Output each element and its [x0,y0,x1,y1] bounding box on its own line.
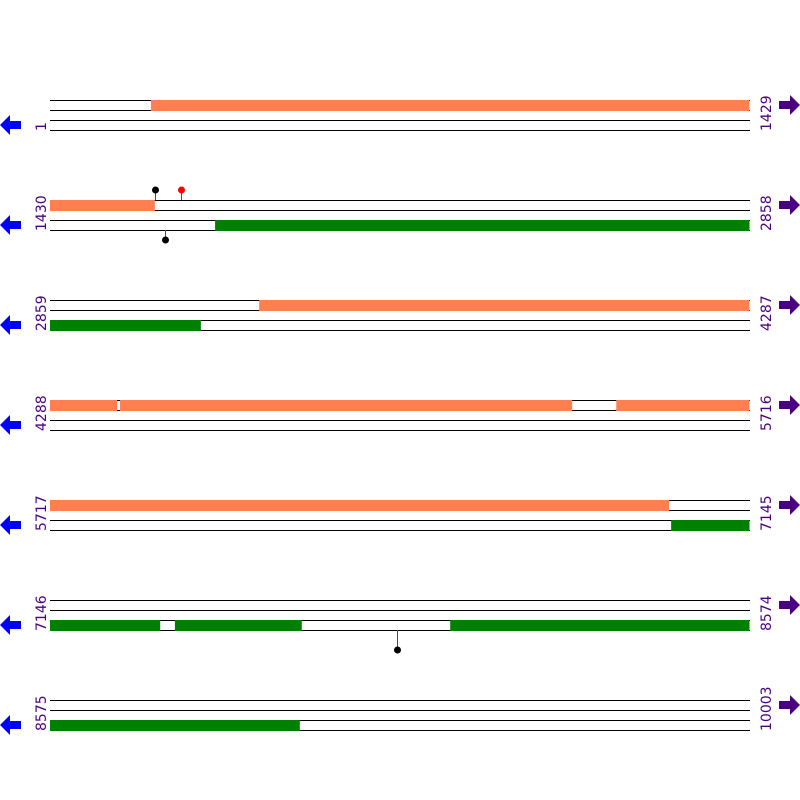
forward-feature [50,400,118,411]
arrow-left-icon [0,515,21,535]
sequence-row: 1430 2858 [0,186,800,244]
row-start-label: 1430 [34,195,50,231]
arrow-right-icon [779,295,800,315]
row-start-label: 5717 [34,495,50,531]
marker-dot [394,646,401,654]
row-start-label: 1 [34,122,50,131]
sequence-row: 1 1429 [0,95,800,135]
forward-feature [50,200,155,211]
row-end-label: 8574 [759,595,775,631]
reverse-feature [50,720,300,731]
forward-feature [616,400,750,411]
row-start-label: 8575 [34,695,50,731]
forward-feature [259,300,750,311]
row-start-label: 2859 [34,295,50,331]
arrow-right-icon [779,495,800,515]
arrow-left-icon [0,715,21,735]
sequence-row: 2859 4287 [0,295,800,335]
arrow-right-icon [779,595,800,615]
arrow-left-icon [0,415,21,435]
reverse-feature [174,620,302,631]
reverse-feature [215,220,750,231]
arrow-left-icon [0,215,21,235]
row-end-label: 10003 [759,686,775,731]
forward-feature [50,500,670,511]
reverse-feature [50,320,201,331]
reverse-feature [50,620,161,631]
marker-dot [162,236,169,244]
arrow-right-icon [779,95,800,115]
row-end-label: 4287 [759,295,775,331]
reverse-feature [671,520,750,531]
arrow-left-icon [0,115,21,135]
row-start-label: 4288 [34,395,50,431]
sequence-row: 8575 10003 [0,686,800,735]
arrow-right-icon [779,395,800,415]
sequence-row: 5717 7145 [0,495,800,535]
arrow-right-icon [779,195,800,215]
forward-feature [150,100,750,111]
reverse-feature [450,620,750,631]
marker-dot [178,186,185,194]
arrow-right-icon [779,695,800,715]
arrow-left-icon [0,315,21,335]
marker-dot [152,186,159,194]
arrow-left-icon [0,615,21,635]
row-end-label: 5716 [759,395,775,431]
row-start-label: 7146 [34,595,50,631]
row-end-label: 7145 [759,495,775,531]
forward-feature [120,400,573,411]
sequence-row: 4288 5716 [0,395,800,435]
sequence-row: 7146 8574 [0,595,800,654]
row-end-label: 2858 [759,195,775,231]
row-end-label: 1429 [759,95,775,131]
